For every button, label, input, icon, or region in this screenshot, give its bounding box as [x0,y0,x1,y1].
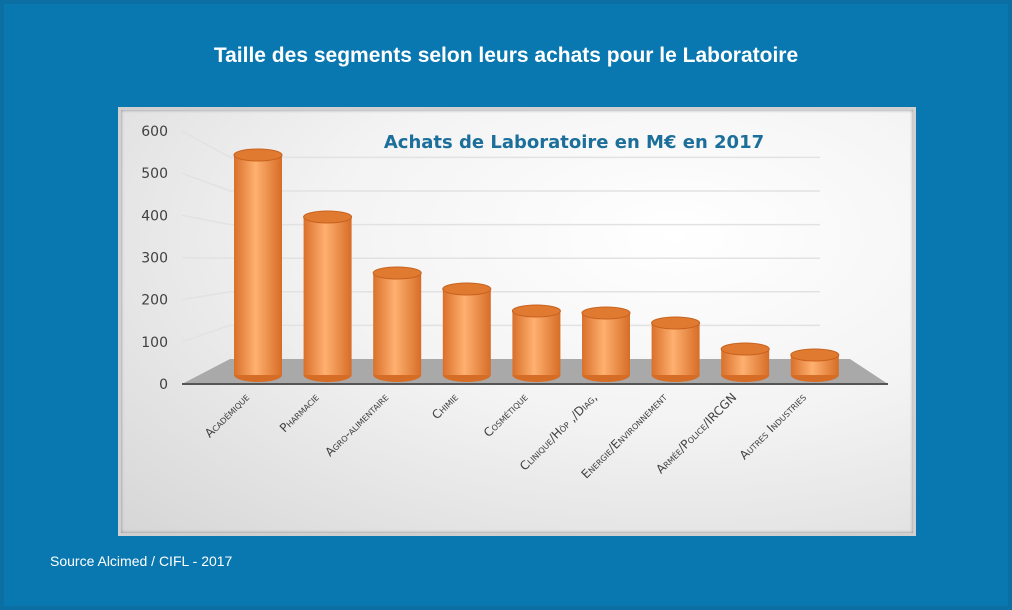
y-tick-label: 600 [141,124,168,140]
bar-body [442,289,491,375]
bar-body [234,155,282,375]
x-tick-label: Agro-alimentaire [322,390,391,459]
bar-body [651,323,700,375]
bar-top [372,266,422,280]
bar-top [790,348,840,362]
bar-body [373,273,422,375]
bar [372,266,422,382]
bar-body [582,313,630,375]
bar-top [442,282,492,296]
bar-top [303,210,353,224]
y-tick-label: 400 [141,208,168,224]
x-tick-label: Autres Industries [737,390,809,462]
x-tick-label: Chimie [429,390,461,422]
bar-top [511,304,561,318]
bar [303,210,353,382]
gridline-side [181,291,231,301]
bar-top [581,306,631,320]
x-tick-label: Clinique/Hôp ,/Diag, [517,390,600,473]
bar [233,148,283,382]
gridline-side [181,324,231,343]
gridline-side [181,214,231,226]
bar-top [651,316,701,330]
y-tick-label: 300 [141,250,168,266]
bar-top [233,148,283,162]
bar-top [720,342,770,356]
bar [720,342,770,382]
gridline-side [181,172,231,192]
slide-title: Taille des segments selon leurs achats p… [213,44,799,67]
source-note: Source Alcimed / CIFL - 2017 [50,553,233,569]
y-tick-label: 100 [141,335,168,351]
x-tick-label: Cosmétique [481,390,531,440]
chart-title: Achats de Laboratoire en M€ en 2017 [384,132,764,153]
y-tick-label: 0 [159,377,168,393]
bar [790,348,840,382]
gridline-side [181,130,231,159]
y-tick-label: 500 [141,166,168,182]
bar [581,306,631,382]
bar [442,282,492,382]
bar [651,316,701,382]
bar [511,304,561,382]
bar-body [303,217,352,375]
gridline-side [181,256,231,259]
y-tick-label: 200 [141,293,168,309]
x-tick-label: Pharmacie [277,390,322,435]
x-tick-label: Académique [202,390,252,440]
bar-body [512,311,561,375]
